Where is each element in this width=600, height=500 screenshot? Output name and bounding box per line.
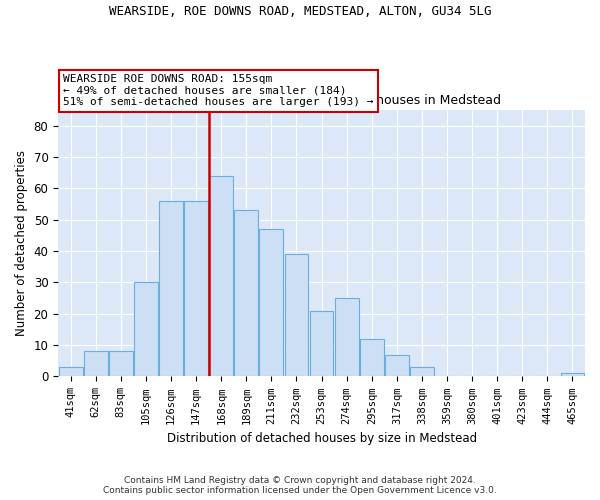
Bar [410,367,434,376]
Y-axis label: Number of detached properties: Number of detached properties [15,150,28,336]
Bar [209,176,233,376]
Bar [259,229,283,376]
Bar [385,354,409,376]
Bar [335,298,359,376]
Bar [184,201,208,376]
Text: Contains HM Land Registry data © Crown copyright and database right 2024.
Contai: Contains HM Land Registry data © Crown c… [103,476,497,495]
Bar [235,210,258,376]
Title: Size of property relative to detached houses in Medstead: Size of property relative to detached ho… [142,94,501,108]
Bar [560,374,584,376]
Bar [310,310,334,376]
Bar [134,282,158,376]
Bar [109,352,133,376]
Bar [84,352,108,376]
Bar [59,367,83,376]
X-axis label: Distribution of detached houses by size in Medstead: Distribution of detached houses by size … [167,432,476,445]
Bar [159,201,183,376]
Bar [284,254,308,376]
Text: WEARSIDE, ROE DOWNS ROAD, MEDSTEAD, ALTON, GU34 5LG: WEARSIDE, ROE DOWNS ROAD, MEDSTEAD, ALTO… [109,5,491,18]
Bar [360,339,383,376]
Text: WEARSIDE ROE DOWNS ROAD: 155sqm
← 49% of detached houses are smaller (184)
51% o: WEARSIDE ROE DOWNS ROAD: 155sqm ← 49% of… [64,74,374,108]
